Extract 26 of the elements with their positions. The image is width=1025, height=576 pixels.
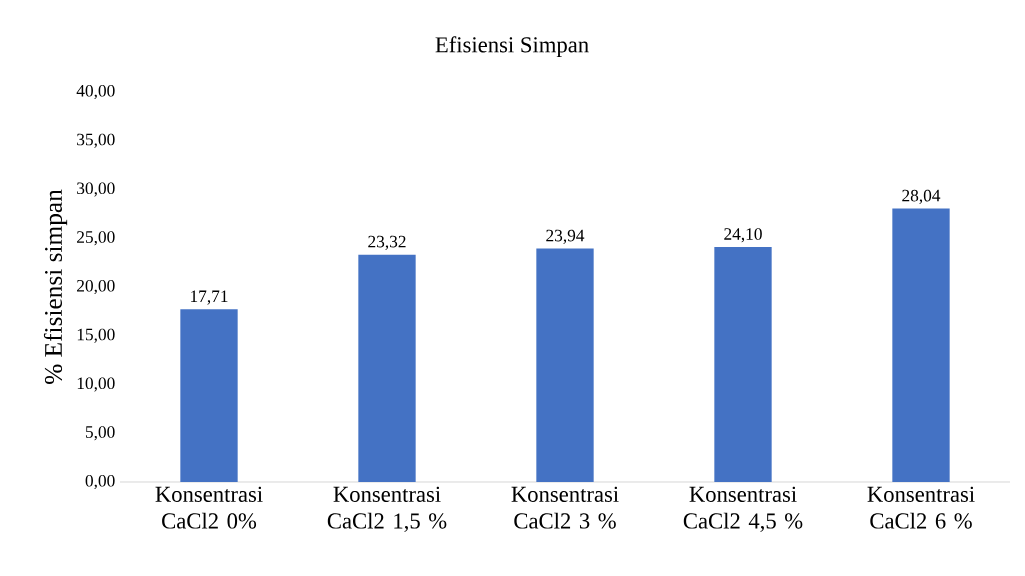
data-label: 28,04 (902, 189, 941, 204)
y-tick-label: 20,00 (77, 279, 115, 295)
x-tick-label: Konsentrasi CaCl2 3 % (511, 486, 619, 529)
y-tick-label: 15,00 (77, 328, 115, 343)
y-tick-label: 30,00 (77, 182, 115, 197)
y-axis-title: % Efisiensi simpan (43, 189, 68, 384)
bar (892, 208, 950, 482)
x-tick-label: Konsentrasi CaCl2 4,5 % (683, 486, 803, 532)
data-label: 24,10 (724, 228, 762, 243)
data-label: 23,94 (546, 229, 585, 244)
y-tick-label: 35,00 (77, 133, 115, 148)
x-tick-label: Konsentrasi CaCl2 1,5 % (327, 486, 447, 532)
bar (358, 254, 416, 482)
y-tick-label: 10,00 (77, 377, 115, 392)
data-label: 17,71 (191, 290, 228, 305)
y-tick-label: 0,00 (85, 474, 115, 490)
data-label: 23,32 (368, 235, 406, 250)
x-tick-label: Konsentrasi CaCl2 6 % (867, 486, 975, 529)
bar (536, 248, 594, 482)
chart-title: Efisiensi Simpan (435, 36, 589, 58)
y-tick-label: 40,00 (76, 84, 115, 100)
bar (180, 309, 238, 482)
x-tick-label: Konsentrasi CaCl2 0% (155, 486, 263, 529)
y-tick-label: 25,00 (77, 231, 115, 246)
y-tick-label: 5,00 (85, 426, 115, 441)
bar (714, 247, 772, 482)
